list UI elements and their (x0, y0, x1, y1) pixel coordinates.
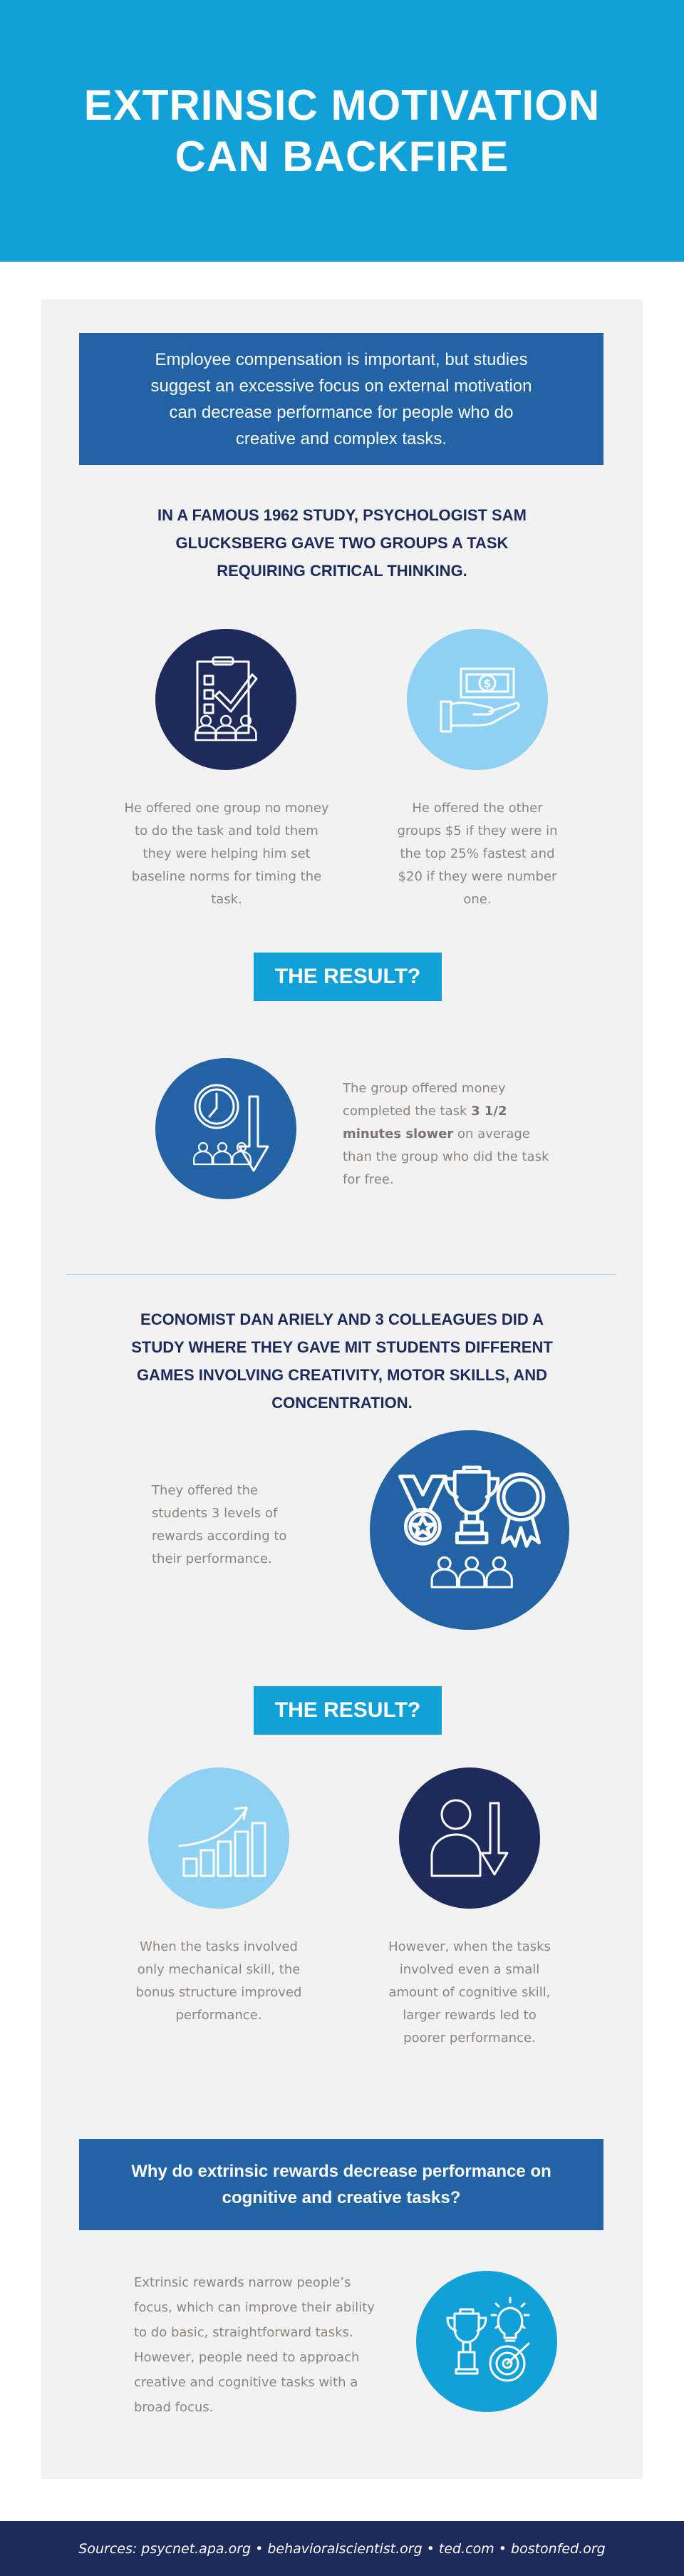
clock-people-down-arrow-icon (155, 1058, 296, 1199)
title-line-1: EXTRINSIC MOTIVATION (83, 81, 601, 129)
header-banner (0, 0, 684, 262)
footer-sources: Sources: psycnet.apa.org • behavioralsci… (0, 2521, 684, 2576)
why-text: Extrinsic rewards narrow people’s focus,… (134, 2275, 375, 2415)
why-question: Why do extrinsic rewards decrease perfor… (131, 2162, 551, 2207)
intro-box: Employee compensation is important, but … (79, 333, 603, 465)
study1-heading: In a famous 1962 study, psychologist Sam… (157, 506, 527, 580)
result-highlight: 3 1/2 minutes slower (343, 1104, 507, 1141)
study1-result-text: The group offered money completed the ta… (343, 1081, 549, 1187)
content-panel (41, 299, 643, 2479)
page-title: EXTRINSIC MOTIVATION CAN BACKFIRE (0, 80, 684, 183)
clipboard-checklist-people-icon (155, 629, 296, 770)
study2-text: They offered the students 3 levels of re… (152, 1483, 287, 1566)
study2-left-text: When the tasks involved only mechanical … (135, 1939, 302, 2023)
section-divider (66, 1274, 616, 1275)
medal-trophy-ribbon-people-icon (370, 1430, 569, 1630)
svg-text:$: $ (483, 677, 491, 690)
study2-heading: Economist Dan Ariely and 3 colleagues di… (131, 1310, 553, 1412)
title-line-2: CAN BACKFIRE (175, 133, 509, 180)
trophy-lightbulb-target-icon (416, 2271, 557, 2412)
result-label-2: THE RESULT? (254, 1686, 442, 1735)
study1-right-text: He offered the other groups $5 if they w… (397, 801, 558, 907)
intro-text: Employee compensation is important, but … (150, 349, 532, 448)
person-down-arrow-icon (399, 1767, 540, 1909)
rising-bar-chart-icon (148, 1767, 289, 1909)
why-question-box: Why do extrinsic rewards decrease perfor… (79, 2139, 603, 2230)
study2-right-text: However, when the tasks involved even a … (388, 1939, 551, 2046)
money-in-hand-icon: $ (407, 629, 548, 770)
result-label-1: THE RESULT? (254, 953, 442, 1001)
study1-left-text: He offered one group no money to do the … (124, 801, 329, 907)
sources-text: Sources: psycnet.apa.org • behavioralsci… (78, 2540, 606, 2557)
